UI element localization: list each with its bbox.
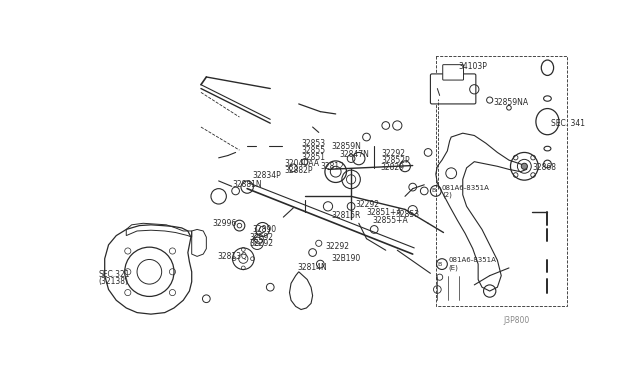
Text: B: B: [431, 189, 436, 193]
Text: 32815R: 32815R: [332, 211, 361, 220]
Text: 32853: 32853: [302, 139, 326, 148]
Text: 34103P: 34103P: [459, 62, 488, 71]
Text: 32851: 32851: [302, 153, 326, 161]
Text: 32292: 32292: [355, 199, 379, 209]
Text: (E): (E): [448, 265, 458, 271]
Text: SEC. 341: SEC. 341: [551, 119, 586, 128]
Text: 32852P: 32852P: [382, 156, 410, 166]
FancyBboxPatch shape: [431, 74, 476, 104]
Text: 32996: 32996: [212, 219, 237, 228]
Text: 32855: 32855: [302, 145, 326, 155]
Text: 32859N: 32859N: [332, 142, 362, 151]
Circle shape: [521, 163, 527, 169]
Text: 32847N: 32847N: [340, 150, 369, 159]
Text: SEC.321: SEC.321: [99, 270, 130, 279]
Text: (32138): (32138): [99, 277, 129, 286]
Text: 081A6-8351A: 081A6-8351A: [448, 257, 496, 263]
Text: 32292: 32292: [382, 150, 406, 158]
Text: 32814N: 32814N: [297, 263, 327, 272]
Text: 32853: 32853: [396, 209, 420, 218]
FancyBboxPatch shape: [443, 65, 463, 80]
Text: 32834P: 32834P: [253, 171, 282, 180]
Text: 32868: 32868: [533, 163, 557, 172]
Text: 32E92: 32E92: [250, 232, 273, 242]
Text: 081A6-8351A: 081A6-8351A: [442, 185, 490, 191]
Text: 32292: 32292: [325, 242, 349, 251]
Text: 32B190: 32B190: [331, 254, 360, 263]
Text: 32882P: 32882P: [285, 166, 314, 174]
Text: 32812: 32812: [320, 162, 344, 171]
Text: 32292: 32292: [250, 239, 273, 248]
Text: 32813Q: 32813Q: [217, 252, 247, 261]
Text: 32859NA: 32859NA: [493, 98, 529, 107]
Text: B: B: [438, 262, 442, 267]
Text: 32855+A: 32855+A: [372, 216, 408, 225]
Text: 32829: 32829: [380, 163, 404, 172]
Text: 32851+A: 32851+A: [367, 208, 402, 217]
Text: 32890: 32890: [253, 225, 276, 234]
Text: 32040AA: 32040AA: [285, 160, 320, 169]
Text: (2): (2): [442, 192, 452, 198]
Text: J3P800: J3P800: [504, 316, 530, 325]
Text: 32881N: 32881N: [232, 180, 262, 189]
